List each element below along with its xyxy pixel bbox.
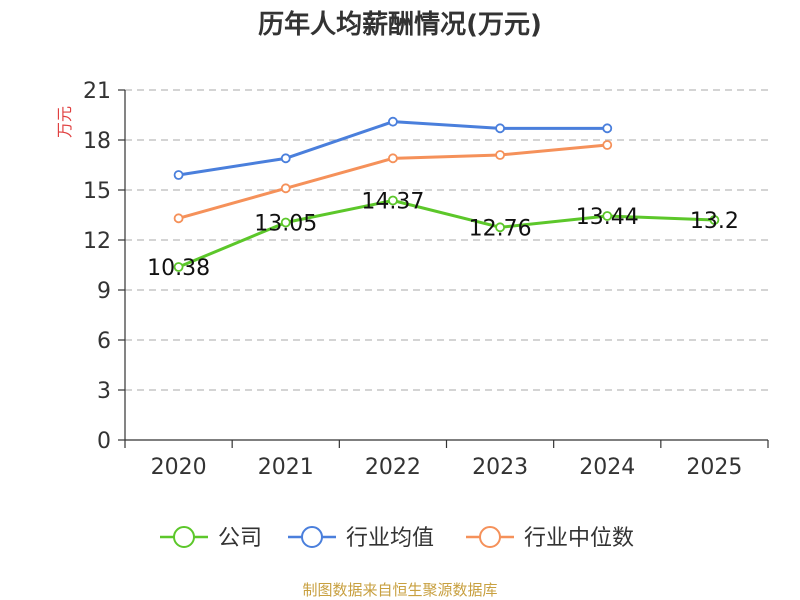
data-point-company — [280, 217, 291, 228]
legend-marker-icon — [173, 526, 195, 548]
x-tick-label: 2023 — [472, 455, 528, 480]
y-axis-label: 万元 — [55, 106, 74, 138]
data-labels: 10.38 13.05 14.37 12.76 13.44 13.2 — [147, 190, 739, 282]
gridlines — [125, 89, 768, 391]
data-point-industry_avg — [602, 123, 613, 134]
source-note: 制图数据来自恒生聚源数据库 — [302, 581, 497, 599]
data-label: 13.05 — [254, 212, 317, 237]
legend-label: 公司 — [218, 526, 262, 551]
legend-item-company[interactable]: 公司 — [160, 526, 262, 551]
y-tick-label: 12 — [83, 229, 111, 254]
data-label: 10.38 — [147, 256, 210, 281]
data-point-company — [709, 215, 720, 225]
data-point-industry_avg — [280, 153, 291, 164]
data-point-industry_avg — [495, 123, 505, 134]
series-group — [173, 116, 720, 272]
series-line-company — [178, 199, 715, 269]
y-tick-label: 3 — [97, 379, 111, 404]
y-tick-label: 15 — [83, 179, 111, 204]
data-point-company — [495, 222, 505, 233]
y-tick-label: 9 — [97, 279, 111, 304]
y-tick-label: 0 — [97, 429, 111, 454]
data-label: 12.76 — [469, 216, 532, 241]
legend-label: 行业中位数 — [524, 526, 634, 551]
legend-item-industry_avg[interactable]: 行业均值 — [288, 526, 434, 551]
legend-marker-icon — [479, 526, 501, 548]
data-point-industry_avg — [388, 116, 398, 127]
x-tick-label: 2021 — [258, 455, 314, 480]
x-tick-label: 2024 — [579, 455, 635, 480]
y-tick-label: 21 — [83, 79, 111, 104]
data-point-industry_median — [495, 150, 505, 160]
data-point-company — [388, 195, 398, 206]
data-point-industry_median — [602, 140, 613, 150]
data-point-industry_median — [280, 183, 291, 194]
legend-item-industry_median[interactable]: 行业中位数 — [466, 526, 634, 551]
data-point-industry_median — [388, 153, 398, 164]
legend-label: 行业均值 — [346, 526, 434, 551]
series-line-industry_avg — [178, 120, 608, 177]
series-company — [173, 195, 720, 272]
data-point-industry_avg — [173, 170, 184, 180]
axes: 0 3 6 9 12 15 18 21 2020 2021 2022 2023 2024 2025 — [83, 79, 769, 480]
data-label: 13.44 — [576, 205, 639, 230]
legend: 公司 行业均值 行业中位数 — [160, 526, 634, 551]
data-point-industry_median — [173, 213, 184, 224]
data-point-company — [602, 211, 613, 221]
legend-marker-icon — [301, 526, 323, 548]
y-tick-label: 6 — [97, 329, 111, 354]
series-industry_avg — [173, 116, 613, 180]
data-label: 13.2 — [690, 209, 739, 234]
x-tick-label: 2025 — [686, 455, 742, 480]
data-label: 14.37 — [361, 190, 424, 215]
chart-title: 历年人均薪酬情况(万元) — [258, 9, 542, 40]
x-tick-label: 2020 — [151, 455, 207, 480]
series-industry_median — [173, 140, 613, 224]
x-tick-label: 2022 — [365, 455, 421, 480]
y-tick-label: 18 — [83, 129, 111, 154]
data-point-company — [173, 262, 184, 272]
